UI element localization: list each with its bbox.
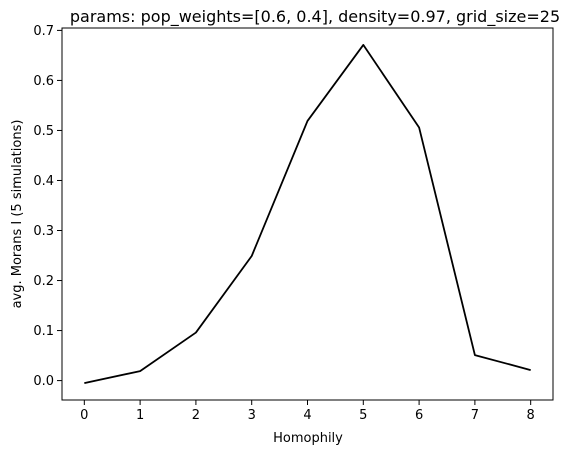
y-tick-label: 0.2 <box>33 274 54 289</box>
x-tick-label: 0 <box>80 408 88 423</box>
x-tick-label: 7 <box>471 408 479 423</box>
y-tick-label: 0.1 <box>33 324 54 339</box>
y-axis-ticks: 0.0 0.1 0.2 0.3 0.4 0.5 0.6 0.7 <box>33 24 62 389</box>
y-tick-label: 0.7 <box>33 24 54 39</box>
y-tick-label: 0.4 <box>33 174 54 189</box>
plot-area-frame <box>61 27 554 401</box>
series-line <box>84 44 531 384</box>
x-tick-label: 1 <box>136 408 144 423</box>
x-axis-label: Homophily <box>273 431 343 446</box>
series-lines <box>84 44 531 384</box>
y-tick-label: 0.3 <box>33 224 54 239</box>
x-tick-label: 8 <box>527 408 535 423</box>
x-tick-label: 2 <box>192 408 200 423</box>
x-tick-label: 3 <box>248 408 256 423</box>
x-tick-label: 6 <box>415 408 423 423</box>
y-tick-label: 0.0 <box>33 374 54 389</box>
chart-title: params: pop_weights=[0.6, 0.4], density=… <box>70 7 560 27</box>
x-tick-label: 4 <box>303 408 311 423</box>
x-tick-label: 5 <box>359 408 367 423</box>
y-tick-label: 0.5 <box>33 124 54 139</box>
x-axis-ticks: 0 1 2 3 4 5 6 7 8 <box>80 400 535 423</box>
y-axis-label: avg. Morans I (5 simulations) <box>10 120 25 309</box>
y-tick-label: 0.6 <box>33 74 54 89</box>
